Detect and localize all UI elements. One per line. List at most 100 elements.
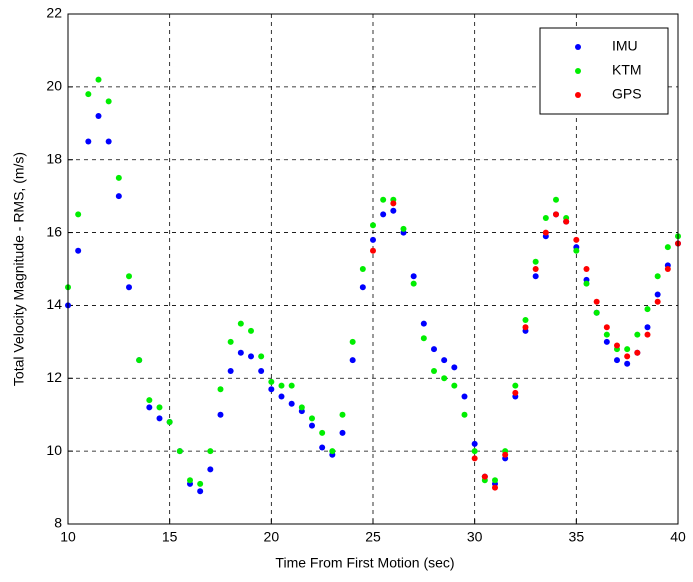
data-point — [319, 444, 326, 451]
data-point — [248, 327, 254, 334]
legend-label: GPS — [612, 86, 642, 102]
data-point — [512, 382, 519, 389]
legend-label: IMU — [612, 38, 638, 54]
data-point — [390, 207, 397, 214]
data-point — [603, 324, 610, 331]
data-point — [573, 247, 580, 254]
data-point — [105, 98, 112, 105]
data-point — [146, 397, 153, 404]
data-point — [400, 225, 407, 232]
data-point — [268, 386, 275, 393]
data-point — [664, 266, 671, 272]
y-tick-label: 12 — [46, 369, 62, 385]
x-tick-label: 30 — [467, 529, 483, 545]
x-tick-label: 35 — [569, 529, 585, 545]
data-point — [553, 211, 559, 218]
data-point — [176, 448, 183, 455]
data-point — [593, 298, 600, 305]
data-point — [431, 368, 437, 374]
data-point — [258, 353, 265, 360]
x-tick-label: 40 — [670, 529, 686, 545]
data-point — [583, 266, 590, 272]
data-point — [207, 466, 214, 473]
data-point — [410, 273, 417, 280]
data-point — [634, 349, 641, 356]
data-point — [644, 324, 651, 331]
data-point — [441, 357, 448, 364]
data-point — [614, 357, 620, 364]
data-point — [461, 411, 468, 418]
y-tick-label: 16 — [46, 223, 62, 239]
data-point — [451, 364, 458, 371]
data-point — [492, 484, 498, 491]
data-point — [481, 473, 488, 480]
data-point — [75, 247, 82, 254]
data-point — [431, 346, 437, 353]
data-point — [522, 324, 529, 331]
data-point — [136, 357, 143, 364]
legend-box — [539, 27, 669, 115]
data-point — [502, 451, 509, 458]
data-point — [278, 382, 285, 389]
y-tick-label: 20 — [46, 78, 62, 94]
y-axis-label: Total Velocity Magnitude - RMS, (m/s) — [11, 152, 27, 386]
data-point — [471, 440, 478, 447]
data-point — [593, 309, 600, 316]
data-point — [644, 306, 651, 313]
data-point — [95, 76, 102, 83]
data-point — [624, 360, 631, 367]
data-point — [542, 215, 549, 221]
data-point — [156, 415, 163, 422]
data-point — [126, 273, 132, 280]
data-point — [573, 236, 580, 243]
data-point — [532, 273, 539, 280]
data-point — [522, 317, 529, 323]
data-point — [309, 422, 315, 429]
data-point — [288, 400, 295, 407]
data-point — [634, 331, 641, 338]
y-tick-label: 8 — [54, 515, 62, 531]
data-point — [420, 335, 427, 342]
data-point — [349, 338, 356, 345]
data-point — [258, 368, 265, 374]
data-point — [512, 389, 519, 396]
x-tick-label: 25 — [365, 529, 381, 545]
data-point — [624, 353, 631, 360]
data-point — [115, 174, 122, 181]
data-point — [380, 196, 387, 203]
data-point — [197, 488, 204, 495]
data-point — [370, 247, 376, 254]
data-point — [288, 382, 295, 389]
data-point — [85, 91, 92, 98]
data-point — [207, 448, 214, 455]
data-point — [603, 338, 610, 345]
data-point — [75, 211, 82, 218]
data-point — [187, 477, 193, 484]
data-point — [359, 266, 366, 272]
data-point — [370, 236, 376, 243]
data-point — [248, 353, 254, 360]
x-tick-label: 10 — [60, 529, 76, 545]
data-point — [420, 320, 427, 327]
legend-swatch — [575, 44, 581, 50]
x-tick-label: 20 — [264, 529, 280, 545]
data-point — [614, 342, 620, 349]
data-point — [268, 378, 275, 385]
legend-swatch — [575, 92, 581, 98]
legend-swatch — [575, 68, 581, 74]
data-point — [359, 284, 366, 291]
data-point — [237, 320, 244, 327]
data-point — [492, 477, 498, 484]
data-point — [654, 291, 661, 298]
data-point — [654, 298, 661, 305]
data-point — [95, 113, 102, 119]
data-point — [583, 280, 590, 287]
data-point — [339, 429, 346, 436]
data-point — [319, 429, 326, 436]
data-point — [441, 375, 448, 382]
data-point — [664, 244, 671, 251]
data-point — [349, 357, 356, 364]
data-point — [217, 386, 224, 393]
x-tick-label: 15 — [162, 529, 178, 545]
